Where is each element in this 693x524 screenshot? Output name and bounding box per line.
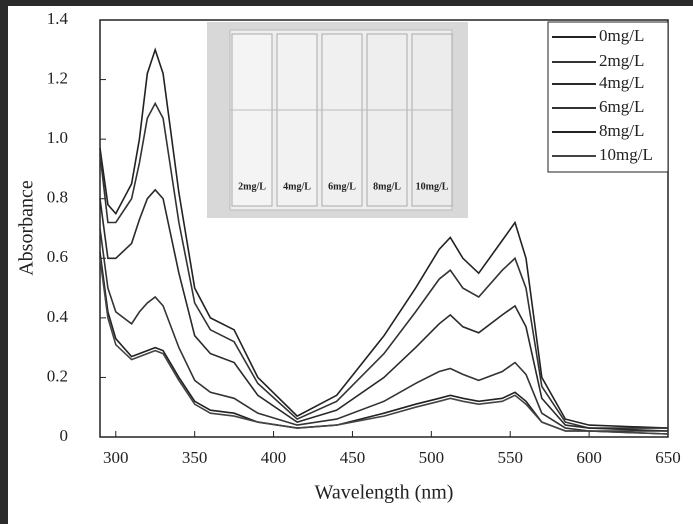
x-tick-label: 400 xyxy=(261,448,287,467)
x-tick-label: 550 xyxy=(497,448,523,467)
legend-label: 2mg/L xyxy=(599,51,644,70)
cuvette xyxy=(276,33,318,207)
cuvette xyxy=(366,33,408,207)
legend-label: 10mg/L xyxy=(599,145,653,164)
y-tick-label: 0.8 xyxy=(47,188,68,207)
y-tick-label: 1.2 xyxy=(47,68,68,87)
x-tick-label: 300 xyxy=(103,448,129,467)
y-tick-label: 0.2 xyxy=(47,366,68,385)
inset-label: 6mg/L xyxy=(328,181,356,192)
y-axis-label: Absorbance xyxy=(16,180,38,276)
inset-label: 10mg/L xyxy=(416,181,449,192)
spectrum-line xyxy=(99,188,669,432)
x-tick-label: 600 xyxy=(576,448,602,467)
y-tick-label: 0.6 xyxy=(47,247,68,266)
cuvette xyxy=(231,33,273,207)
legend-label: 8mg/L xyxy=(599,121,644,140)
legend-label: 6mg/L xyxy=(599,97,644,116)
x-tick-label: 650 xyxy=(655,448,681,467)
spectrum-line xyxy=(99,47,669,429)
legend-label: 4mg/L xyxy=(599,73,644,92)
inset-label: 4mg/L xyxy=(283,181,311,192)
y-tick-label: 1.4 xyxy=(47,9,69,28)
y-tick-label: 0.4 xyxy=(47,307,69,326)
spectrum-line xyxy=(99,101,668,429)
cuvette xyxy=(411,33,453,207)
legend-box xyxy=(547,21,669,173)
inset-label: 2mg/L xyxy=(238,181,266,192)
spectrum-line xyxy=(99,258,669,435)
x-axis-label: Wavelength (nm) xyxy=(315,482,454,504)
x-tick-label: 500 xyxy=(419,448,445,467)
x-tick-label: 350 xyxy=(182,448,208,467)
spectrum-line xyxy=(99,228,668,432)
inset-photo xyxy=(207,22,468,218)
cuvette xyxy=(321,33,363,207)
x-tick-label: 450 xyxy=(340,448,366,467)
y-tick-label: 1.0 xyxy=(47,128,68,147)
inset-label: 8mg/L xyxy=(373,181,401,192)
y-tick-label: 0 xyxy=(60,426,69,445)
legend-label: 0mg/L xyxy=(599,26,644,45)
